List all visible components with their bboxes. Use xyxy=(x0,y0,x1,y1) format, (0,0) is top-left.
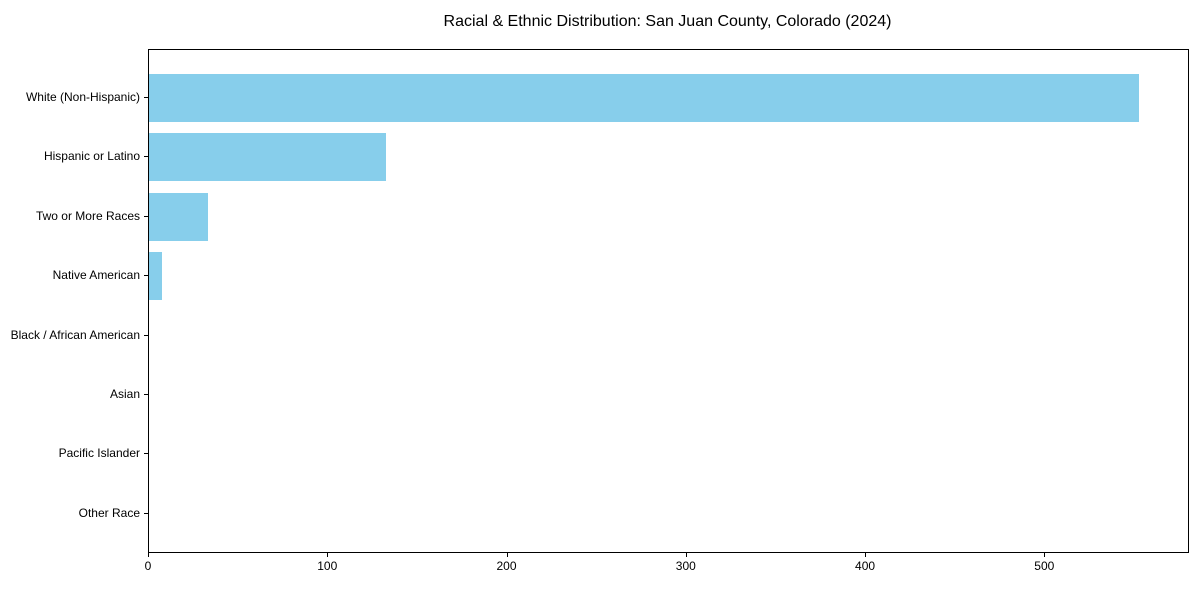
y-tick-mark xyxy=(144,215,148,217)
y-axis-category-label: Hispanic or Latino xyxy=(43,149,140,164)
x-tick-mark xyxy=(865,553,867,557)
x-axis-tick-label: 300 xyxy=(675,559,696,573)
y-axis-category-label: Other Race xyxy=(78,505,140,520)
x-tick-mark xyxy=(327,553,329,557)
y-tick-mark xyxy=(144,97,148,98)
x-axis-tick-label: 100 xyxy=(317,559,338,573)
y-tick-mark xyxy=(144,394,148,395)
y-tick-mark xyxy=(144,453,148,455)
y-axis-category-label: White (Non-Hispanic) xyxy=(25,90,140,104)
y-tick-mark xyxy=(144,334,148,336)
chart-title: Racial & Ethnic Distribution: San Juan C… xyxy=(443,13,892,30)
bar-hispanic-or-latino xyxy=(149,133,386,182)
plot-area xyxy=(148,49,1189,553)
x-axis-tick-label: 200 xyxy=(496,559,517,573)
y-axis-category-label: Pacific Islander xyxy=(58,446,140,461)
x-tick-mark xyxy=(1044,553,1046,557)
x-axis-tick-label: 500 xyxy=(1034,559,1055,573)
y-tick-mark xyxy=(144,156,148,158)
y-axis-category-label: Two or More Races xyxy=(35,208,140,223)
bar-white-non-hispanic xyxy=(149,74,1139,122)
y-tick-mark xyxy=(144,512,148,514)
y-tick-mark xyxy=(144,275,148,277)
x-tick-mark xyxy=(148,553,149,557)
x-tick-mark xyxy=(506,553,508,557)
x-axis-tick-label: 0 xyxy=(144,559,152,573)
x-tick-mark xyxy=(685,553,687,557)
bar-native-american xyxy=(149,252,162,301)
x-axis-tick-label: 400 xyxy=(855,559,876,573)
y-axis-category-label: Asian xyxy=(109,387,140,401)
y-axis-category-label: Black / African American xyxy=(10,327,140,342)
bar-two-or-more-races xyxy=(149,192,208,241)
y-axis-category-label: Native American xyxy=(52,268,140,283)
